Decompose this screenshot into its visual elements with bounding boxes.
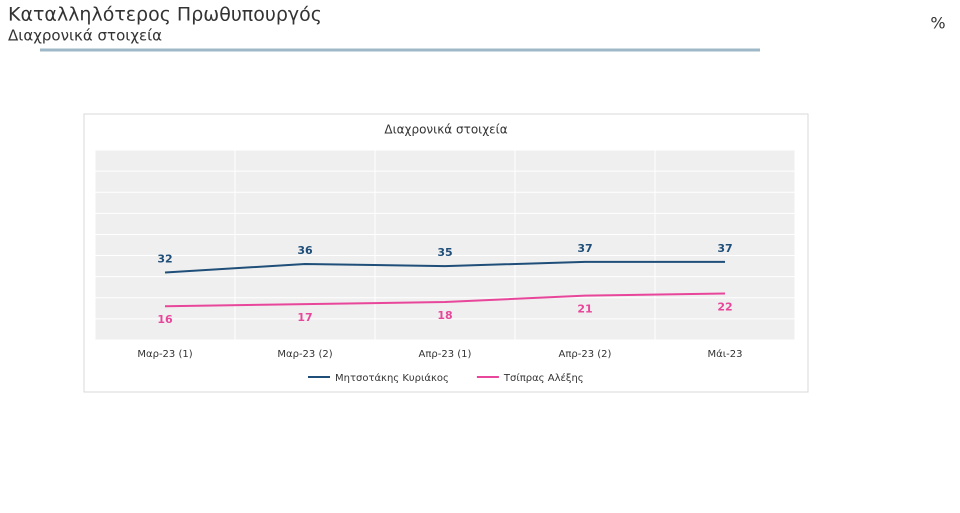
data-label: 22 (717, 301, 732, 314)
x-tick-label: Απρ-23 (1) (419, 349, 472, 360)
chart-title: Διαχρονικά στοιχεία (384, 123, 507, 137)
data-label: 16 (157, 313, 173, 326)
data-label: 37 (717, 242, 732, 255)
x-tick-label: Μάι-23 (708, 348, 743, 360)
page-subtitle: Διαχρονικά στοιχεία (8, 27, 162, 45)
data-label: 36 (297, 244, 313, 257)
chart: Μαρ-23 (1) Μαρ-23 (2) Απρ-23 (1) Απρ-23 (2)… (94, 149, 796, 384)
data-label: 37 (577, 242, 592, 255)
x-tick-label: Μαρ-23 (2) (277, 349, 332, 360)
unit-label: % (930, 14, 945, 33)
x-tick-label: Μαρ-23 (1) (137, 349, 192, 360)
data-label: 35 (437, 246, 452, 259)
data-label: 18 (437, 309, 452, 322)
series-line (164, 260, 725, 274)
legend-label: Τσίπρας Αλέξης (503, 372, 584, 384)
data-label: 32 (157, 252, 172, 265)
data-label: 17 (297, 311, 312, 324)
plot-area (95, 150, 795, 340)
data-label: 21 (577, 303, 592, 316)
page-title: Καταλληλότερος Πρωθυπουργός (8, 4, 322, 26)
legend-label: Μητσοτάκης Κυριάκος (335, 372, 449, 384)
series-line (164, 292, 726, 308)
x-tick-label: Απρ-23 (2) (559, 349, 612, 360)
